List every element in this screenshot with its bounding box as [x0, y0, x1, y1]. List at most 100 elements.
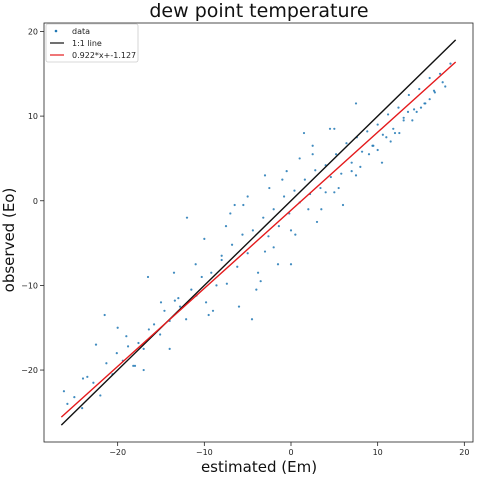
data-point: [262, 216, 265, 219]
legend-label-1to1-line: 1:1 line: [72, 39, 102, 48]
y-tick-label: 0: [33, 197, 38, 206]
data-point: [334, 153, 338, 156]
fit-lines: [60, 39, 457, 426]
data-point: [142, 368, 145, 372]
data-point: [81, 407, 84, 410]
data-point: [303, 178, 306, 181]
data-point: [200, 275, 203, 279]
data-point: [246, 252, 249, 255]
data-point: [333, 127, 336, 130]
data-point: [92, 381, 95, 384]
data-point: [185, 318, 188, 321]
data-point: [333, 191, 336, 194]
data-point: [393, 131, 397, 135]
data-point: [204, 301, 208, 304]
data-point: [402, 116, 405, 119]
data-point: [419, 106, 423, 109]
data-point: [289, 229, 293, 232]
data-point: [289, 263, 293, 266]
data-point: [412, 108, 416, 111]
data-point: [386, 113, 390, 116]
data-point: [433, 91, 436, 94]
data-point: [251, 229, 254, 232]
data-point: [385, 136, 388, 139]
data-point: [444, 85, 447, 88]
data-point: [203, 237, 206, 240]
data-point: [229, 212, 232, 215]
data-point: [194, 263, 197, 266]
data-point: [354, 174, 358, 177]
data-point: [268, 186, 271, 190]
data-point: [99, 394, 102, 397]
data-point: [314, 169, 317, 172]
data-point: [147, 328, 150, 331]
y-tick-label: 10: [28, 112, 38, 121]
data-point: [163, 309, 166, 312]
data-point: [354, 102, 358, 105]
data-point: [225, 282, 228, 285]
plot-area: −20 −10 0 10 20 −20 −10 0 10 20: [21, 22, 474, 457]
data-point: [441, 81, 444, 84]
data-point: [282, 195, 286, 198]
one-to-one-line: [60, 39, 457, 426]
data-point: [173, 299, 176, 302]
data-point: [263, 250, 267, 253]
data-point: [242, 203, 245, 207]
legend-marker-data: [54, 29, 58, 33]
legend-label-data: data: [72, 27, 90, 36]
data-point: [220, 258, 223, 262]
data-point: [392, 127, 395, 130]
data-point: [73, 396, 76, 399]
y-tick-label: 20: [28, 27, 38, 36]
data-point: [298, 157, 301, 160]
data-point: [272, 246, 275, 249]
data-point: [315, 220, 319, 224]
data-point: [256, 271, 260, 274]
data-point: [311, 153, 314, 156]
data-point: [376, 123, 379, 126]
data-point: [159, 301, 163, 304]
data-point: [168, 347, 171, 350]
data-point: [210, 271, 213, 274]
data-point: [350, 170, 353, 173]
legend-box: [45, 23, 139, 63]
data-point: [360, 150, 364, 153]
data-point: [324, 191, 327, 194]
data-point: [146, 275, 150, 279]
data-point: [319, 186, 322, 190]
data-point: [337, 186, 340, 190]
y-tick-label: −20: [21, 366, 38, 375]
data-point: [255, 288, 258, 291]
data-point: [177, 297, 180, 300]
data-point: [438, 72, 442, 75]
data-point: [103, 313, 106, 317]
regression-line: [60, 61, 457, 418]
data-point: [178, 305, 182, 308]
data-point: [224, 225, 228, 228]
data-point: [432, 89, 436, 92]
data-point: [406, 110, 410, 113]
data-point: [350, 161, 353, 164]
data-point: [250, 318, 254, 321]
data-point: [116, 326, 119, 329]
chart-title: dew point temperature: [149, 0, 368, 22]
data-point: [125, 335, 128, 338]
data-point: [115, 352, 118, 355]
data-point: [372, 144, 375, 147]
x-axis-label: estimated (Em): [201, 458, 317, 476]
data-point: [328, 127, 332, 130]
data-point: [424, 102, 427, 105]
data-point: [418, 87, 421, 91]
x-tick-label: 10: [373, 448, 383, 457]
data-point: [230, 243, 234, 246]
data-point: [367, 153, 371, 156]
data-point: [263, 174, 267, 177]
data-point: [94, 343, 98, 346]
data-point: [259, 280, 262, 283]
data-point: [359, 165, 362, 168]
data-point: [241, 233, 244, 236]
data-point: [86, 375, 89, 378]
data-point: [449, 62, 452, 65]
